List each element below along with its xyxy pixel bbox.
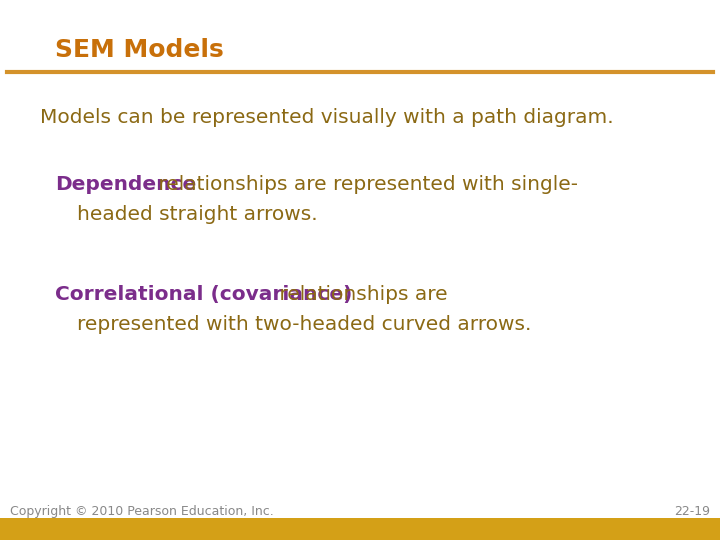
Text: SEM Models: SEM Models	[55, 38, 224, 62]
Text: represented with two-headed curved arrows.: represented with two-headed curved arrow…	[77, 315, 531, 334]
Text: Correlational (covariance): Correlational (covariance)	[55, 285, 352, 304]
Text: Models can be represented visually with a path diagram.: Models can be represented visually with …	[40, 108, 613, 127]
Bar	[0, 518, 720, 540]
Text: Dependence: Dependence	[55, 175, 197, 194]
Text: 22-19: 22-19	[674, 505, 710, 518]
Text: Copyright © 2010 Pearson Education, Inc.: Copyright © 2010 Pearson Education, Inc.	[10, 505, 274, 518]
Text: relationships are: relationships are	[273, 285, 448, 304]
Text: headed straight arrows.: headed straight arrows.	[77, 205, 318, 224]
Text: relationships are represented with single-: relationships are represented with singl…	[152, 175, 578, 194]
